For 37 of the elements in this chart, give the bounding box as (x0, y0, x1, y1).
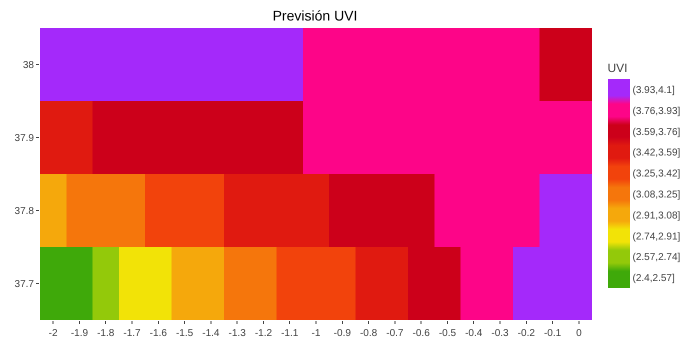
x-tick-label: -1.5 (176, 328, 194, 339)
x-tick-label: -1.7 (123, 328, 142, 339)
color-bar-label: (3.76,3.93] (632, 106, 681, 117)
x-tick-label: -0.4 (465, 328, 483, 339)
color-bar-label: (3.59,3.76] (632, 126, 681, 138)
color-bar-label: (3.25,3.42] (632, 168, 681, 180)
chart-title: Previsión UVI (272, 7, 358, 24)
x-tick-label: -0.7 (386, 328, 404, 339)
x-tick-label: -1.3 (228, 328, 246, 339)
x-tick-label: -1 (312, 328, 321, 339)
x-tick-label: -0.6 (412, 328, 430, 339)
x-tick-label: -1.6 (150, 328, 168, 339)
x-tick-label: -0.3 (491, 328, 510, 339)
color-bar-label: (2.4,2.57] (632, 273, 675, 284)
x-tick-label: -1.4 (202, 328, 220, 339)
x-tick-label: -0.1 (544, 328, 562, 339)
x-tick-label: -1.8 (97, 328, 115, 339)
x-tick-label: -0.9 (334, 328, 352, 339)
color-bar-label: (3.93,4.1] (632, 84, 675, 96)
x-tick-label: -1.9 (70, 328, 88, 339)
color-bar-label: (2.74,2.91] (632, 231, 681, 242)
x-tick-label: -1.2 (254, 328, 272, 339)
color-bar-label: (2.91,3.08] (632, 210, 681, 222)
x-tick-label: 0 (576, 328, 582, 339)
y-tick-label: 38 (22, 60, 34, 71)
color-bar-label: (3.42,3.59] (632, 148, 681, 159)
x-tick-label: -0.8 (360, 328, 378, 339)
color-bar-title: UVI (608, 61, 628, 75)
x-tick-label: -2 (48, 328, 58, 339)
color-bar-label: (2.57,2.74] (632, 252, 681, 264)
y-tick-label: 37.7 (14, 279, 34, 290)
x-tick-label: -0.5 (438, 328, 456, 339)
y-tick-label: 37.8 (14, 206, 34, 217)
x-tick-label: -1.1 (281, 328, 299, 339)
y-tick-label: 37.9 (14, 133, 34, 144)
color-bar-label: (3.08,3.25] (632, 189, 681, 200)
x-tick-label: -0.2 (518, 328, 536, 339)
